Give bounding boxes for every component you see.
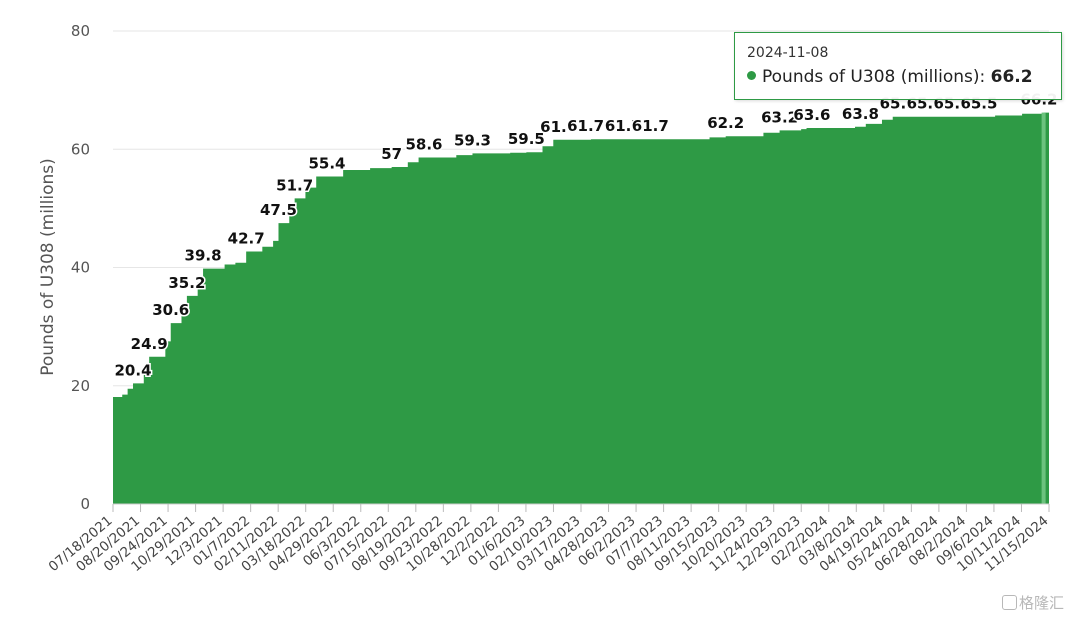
data-label: 30.6 [152, 301, 189, 319]
data-label: 51.7 [276, 176, 313, 194]
data-label: 63.2 [761, 108, 798, 126]
area-layer [113, 112, 1049, 505]
series-area[interactable] [113, 112, 1049, 504]
y-tick-label: 0 [80, 495, 90, 513]
watermark: 格隆汇 [1002, 592, 1064, 613]
data-label: 42.7 [228, 230, 265, 248]
data-label: 61.7 [632, 117, 669, 135]
x-axis-ticks: 07/18/202108/20/202109/24/202110/29/2021… [46, 504, 1052, 575]
y-axis-title: Pounds of U308 (millions) [38, 158, 58, 375]
data-label: 59.5 [508, 130, 545, 148]
watermark-text: 格隆汇 [1019, 594, 1065, 612]
y-tick-label: 40 [71, 259, 90, 277]
data-label: 39.8 [185, 247, 222, 265]
series-dot-icon [747, 71, 756, 80]
tooltip: 2024-11-08 Pounds of U308 (millions): 66… [734, 32, 1062, 100]
hover-highlight [1041, 112, 1046, 504]
data-label: 47.5 [260, 201, 297, 219]
y-tick-label: 80 [71, 22, 90, 40]
tooltip-value: 66.2 [990, 67, 1033, 87]
data-label: 59.3 [454, 131, 491, 149]
data-label: 55.4 [308, 154, 345, 172]
data-label: 24.9 [131, 335, 168, 353]
data-label: 63.6 [793, 106, 830, 124]
y-tick-label: 60 [71, 140, 90, 158]
data-label: 61.7 [567, 117, 604, 135]
data-label: 57 [381, 145, 402, 163]
data-label: 61.6 [540, 118, 577, 136]
data-label: 20.4 [115, 361, 152, 379]
data-label: 35.2 [168, 274, 205, 292]
data-label: 63.8 [842, 105, 879, 123]
data-label: 61.7 [605, 117, 642, 135]
data-label: 62.2 [707, 114, 744, 132]
y-axis-ticks: 0 20 40 60 80 [71, 22, 90, 513]
tooltip-date: 2024-11-08 [747, 45, 829, 61]
y-tick-label: 20 [71, 377, 90, 395]
tooltip-row: Pounds of U308 (millions): 66.2 [747, 67, 1033, 87]
tooltip-series-label: Pounds of U308 (millions): [762, 67, 986, 87]
data-label: 58.6 [405, 136, 442, 154]
watermark-logo-icon [1002, 595, 1017, 610]
data-labels: 20.4 24.9 30.6 35.2 39.8 42.7 47.5 51.7 55.4 5758… [113, 89, 1059, 381]
